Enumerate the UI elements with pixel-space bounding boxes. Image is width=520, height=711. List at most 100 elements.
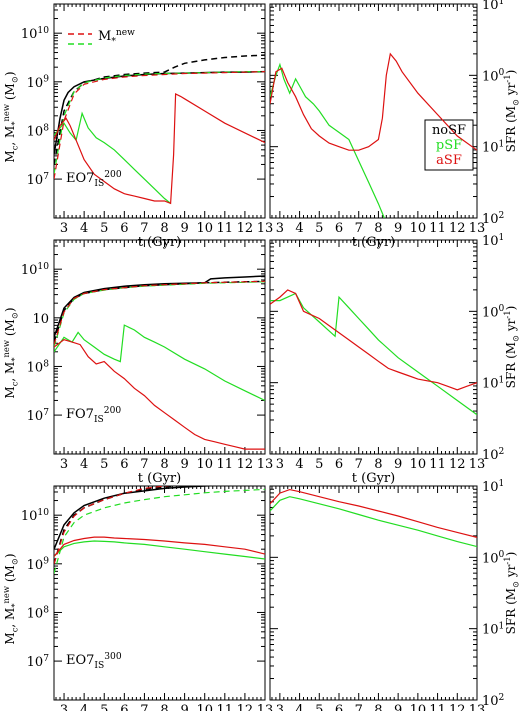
text-run: (M [3, 565, 17, 586]
y-tick-label: 108 [27, 359, 50, 375]
superscript: -1 [502, 310, 512, 318]
x-tick-label: 5 [315, 703, 323, 711]
x-tick-label: 5 [100, 221, 108, 236]
x-tick-label: 4 [80, 221, 88, 236]
superscript: 1 [499, 479, 505, 489]
y-tick-label: 101 [482, 139, 504, 155]
subscript: ⊙ [10, 558, 20, 565]
superscript: new [116, 28, 135, 38]
subscript: c [10, 627, 20, 632]
text-run: M [3, 386, 17, 398]
x-axis-label: t (Gyr) [352, 471, 395, 486]
text-run: 10 [21, 263, 38, 278]
text-run: 10 [482, 305, 499, 320]
x-tick-label: 9 [180, 457, 188, 472]
x-tick-label: 3 [276, 457, 284, 472]
text-run: 10 [27, 409, 44, 424]
superscript: 0 [499, 68, 505, 78]
x-tick-label: 6 [120, 703, 128, 711]
series-line-asf [270, 488, 477, 538]
superscript: 2 [499, 447, 505, 457]
y-tick-label: 10 [32, 312, 49, 327]
y-tick-label: 107 [27, 172, 50, 188]
x-tick-label: 3 [60, 221, 68, 236]
superscript: 1 [499, 621, 505, 631]
text-run: 10 [482, 141, 499, 156]
x-tick-label: 11 [429, 703, 446, 711]
superscript: 200 [104, 406, 122, 416]
subscript: IS [94, 415, 104, 425]
x-tick-label: 4 [295, 703, 303, 711]
y-axis-label-left: Mc, M*new (M⊙) [1, 71, 19, 162]
text-run: SFR (M [504, 342, 518, 388]
series-line-psf [270, 496, 477, 548]
superscript: 8 [43, 123, 49, 133]
superscript: 0 [499, 550, 505, 560]
text-run: 10 [482, 623, 499, 638]
series-line-nosf [54, 486, 220, 550]
x-tick-label: 13 [257, 457, 274, 472]
sfr-legend-asf: aSF [436, 153, 462, 168]
text-run: EO7 [66, 653, 94, 668]
y-tick-label: 108 [27, 123, 50, 139]
superscript: 200 [104, 170, 122, 180]
superscript: -1 [502, 556, 512, 564]
superscript: 9 [43, 75, 49, 85]
text-run: FO7 [66, 407, 94, 422]
x-tick-label: 9 [394, 457, 402, 472]
y-axis-label-right: SFR (M⊙ yr-1) [502, 70, 520, 153]
series-line-asf [270, 289, 477, 391]
y-tick-label: 101 [482, 0, 504, 13]
text-run: SFR (M [504, 588, 518, 634]
series-line-nosf-m-new [54, 54, 265, 165]
y-tick-label: 108 [27, 605, 50, 621]
x-tick-label: 7 [140, 221, 148, 236]
y-tick-label: 100 [482, 550, 505, 566]
x-tick-label: 12 [449, 457, 466, 472]
series-line-psf [270, 62, 385, 218]
y-tick-label: 109 [27, 75, 50, 91]
y-tick-label: 107 [27, 408, 50, 424]
panel-annotation: EO7IS300 [66, 652, 122, 671]
superscript: 0 [499, 304, 505, 314]
x-tick-label: 13 [257, 703, 274, 711]
x-tick-label: 13 [257, 221, 274, 236]
x-tick-label: 10 [410, 457, 427, 472]
series-line-asf [270, 52, 477, 151]
series-line-asf [54, 93, 265, 205]
x-tick-label: 7 [355, 457, 363, 472]
text-run: 10 [27, 76, 44, 91]
superscript: 10 [37, 262, 49, 272]
panel-annotation: EO7IS200 [66, 170, 122, 189]
x-tick-label: 5 [100, 457, 108, 472]
text-run: 10 [32, 312, 49, 327]
x-tick-label: 10 [196, 221, 213, 236]
text-run: ) [504, 552, 518, 557]
text-run: yr [504, 318, 518, 335]
text-run: 10 [482, 234, 499, 249]
text-run: 10 [482, 377, 499, 392]
legend-label-mnew: M*new [98, 28, 135, 47]
y-axis-label-left: Mc, M*new (M⊙) [1, 553, 19, 644]
text-run: ) [504, 306, 518, 311]
superscript: 2 [499, 693, 505, 703]
superscript: new [1, 103, 11, 121]
text-run: 10 [482, 448, 499, 463]
x-tick-label: 6 [335, 703, 343, 711]
x-tick-label: 6 [335, 221, 343, 236]
superscript: 10 [37, 26, 49, 36]
superscript: new [1, 585, 11, 603]
x-tick-label: 8 [160, 221, 168, 236]
subscript: ⊙ [10, 76, 20, 83]
sfr-legend-nosf: noSF [432, 123, 466, 138]
panel-frame [53, 3, 266, 219]
series-line-asf [54, 339, 265, 450]
text-run: 10 [27, 173, 44, 188]
x-tick-label: 11 [429, 221, 446, 236]
x-tick-label: 4 [295, 221, 303, 236]
series-line-psf-m-new [54, 488, 265, 574]
text-run: 10 [482, 212, 499, 227]
subscript: * [111, 37, 116, 47]
